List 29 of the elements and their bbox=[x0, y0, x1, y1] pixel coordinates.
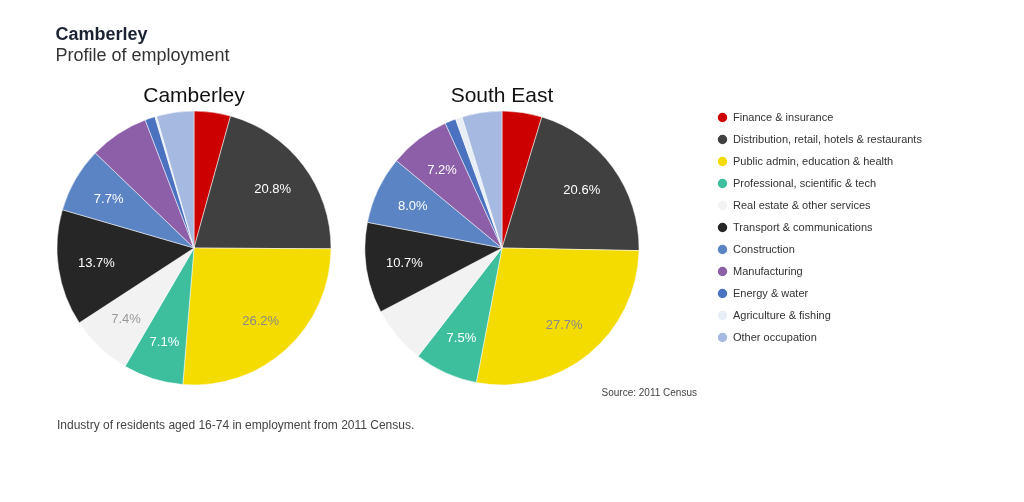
text: Profile of employment bbox=[55, 44, 230, 65]
chart-title: Camberley bbox=[143, 83, 246, 106]
legend-label: Energy & water bbox=[733, 286, 809, 299]
data-label: 10.7% bbox=[386, 254, 424, 270]
text: Industry of residents aged 16-74 in employment from 2011 Census. bbox=[57, 418, 415, 432]
legend-label: Distribution, retail, hotels & restaurants bbox=[733, 132, 923, 145]
data-label: 7.5% bbox=[446, 329, 477, 345]
data-label: 7.4% bbox=[111, 311, 142, 327]
data-label: 13.7% bbox=[78, 254, 116, 270]
chart-title: South East bbox=[450, 83, 554, 106]
legend-label: Construction bbox=[733, 242, 795, 255]
legend-label: Agriculture & fishing bbox=[733, 308, 831, 321]
legend-label: Transport & communications bbox=[733, 220, 874, 233]
data-label: 26.2% bbox=[242, 312, 280, 328]
data-label: 7.1% bbox=[149, 334, 180, 350]
legend-label: Manufacturing bbox=[733, 264, 803, 277]
legend-label: Finance & insurance bbox=[733, 110, 834, 123]
legend-label: Real estate & other services bbox=[733, 198, 872, 211]
data-label: 20.6% bbox=[563, 182, 601, 198]
data-label: 7.2% bbox=[427, 161, 458, 177]
data-label: 20.8% bbox=[254, 180, 292, 196]
legend-label: Professional, scientific & tech bbox=[733, 176, 877, 189]
data-label: 27.7% bbox=[545, 316, 584, 332]
legend-label: Other occupation bbox=[733, 330, 817, 343]
source-note: Source: 2011 Census bbox=[601, 387, 697, 398]
text: Camberley bbox=[55, 23, 148, 44]
legend-label: Public admin, education & health bbox=[733, 154, 894, 167]
data-label: 7.7% bbox=[93, 190, 124, 206]
data-label: 8.0% bbox=[397, 198, 428, 213]
